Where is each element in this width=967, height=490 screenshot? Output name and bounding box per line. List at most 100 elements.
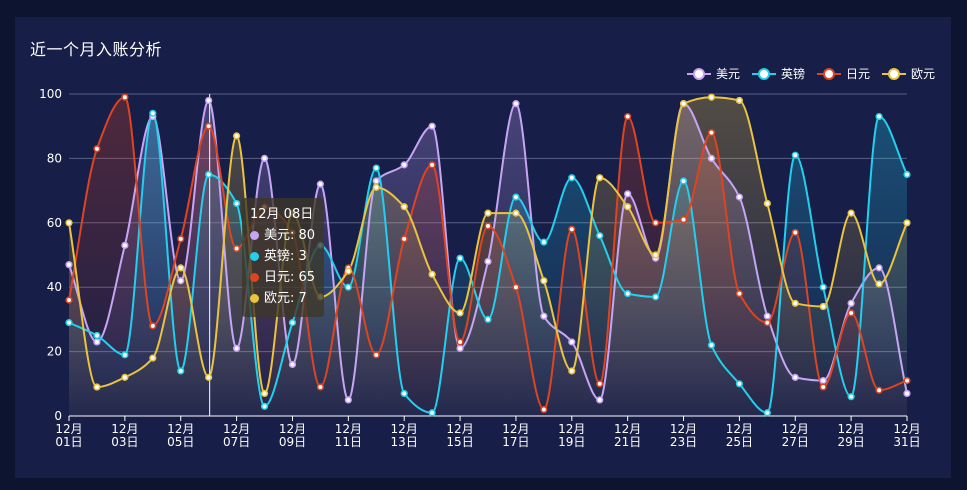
data-point — [93, 338, 101, 346]
x-tick-label-day: 27日 — [782, 435, 809, 449]
x-tick-label-day: 29日 — [837, 435, 864, 449]
data-point — [512, 193, 520, 201]
tooltip-row-label: 英镑: 3 — [264, 249, 307, 264]
data-point — [121, 373, 129, 381]
data-point — [540, 238, 548, 246]
data-point — [177, 367, 185, 375]
tooltip-row-label: 美元: 80 — [264, 228, 316, 243]
legend-item[interactable]: 英镑 — [751, 65, 805, 82]
legend-symbol — [686, 67, 711, 80]
data-point — [568, 338, 576, 346]
tooltip-row-label: 欧元: 7 — [264, 291, 307, 306]
legend-item[interactable]: 欧元 — [881, 65, 935, 82]
data-point — [847, 393, 855, 401]
data-point — [400, 235, 408, 243]
data-point — [763, 199, 771, 208]
data-point — [540, 277, 548, 285]
x-tick-label-day: 07日 — [223, 435, 250, 449]
data-point — [65, 296, 73, 304]
legend-item[interactable]: 美元 — [686, 65, 740, 82]
data-point — [651, 219, 660, 227]
data-point — [121, 241, 129, 249]
data-point — [344, 396, 352, 404]
data-point — [819, 376, 827, 385]
legend-item[interactable]: 日元 — [816, 65, 870, 82]
x-tick-label-month: 12月 — [391, 422, 418, 436]
data-point — [260, 154, 269, 162]
data-point — [624, 203, 632, 211]
x-tick-label-month: 12月 — [893, 422, 920, 436]
tooltip-header: 12月 08日 — [250, 207, 314, 222]
tooltip-row-label: 日元: 65 — [264, 270, 316, 285]
data-point — [372, 177, 380, 185]
legend-dot — [692, 67, 705, 80]
data-point — [484, 209, 492, 217]
data-point — [484, 257, 492, 266]
x-tick-label-month: 12月 — [335, 422, 362, 436]
data-point — [847, 309, 855, 317]
y-tick-label: 20 — [47, 345, 62, 359]
data-point — [260, 389, 269, 398]
data-point — [400, 203, 408, 211]
data-point — [707, 129, 716, 137]
data-point — [428, 270, 436, 278]
y-tick-label: 60 — [47, 216, 62, 230]
data-point — [205, 170, 213, 179]
legend-dot — [757, 67, 770, 80]
data-point — [819, 383, 827, 391]
legend-symbol — [816, 67, 841, 80]
data-point — [344, 267, 352, 275]
x-tick-label-day: 09日 — [279, 435, 306, 449]
data-point — [791, 299, 799, 307]
x-tick-label-month: 12月 — [558, 422, 585, 436]
data-point — [400, 161, 408, 169]
y-tick-label: 40 — [47, 280, 62, 294]
data-point — [791, 151, 799, 159]
tooltip-row: 日元: 65 — [250, 267, 315, 288]
x-tick-label-month: 12月 — [279, 422, 306, 436]
x-tick-label-month: 12月 — [502, 422, 529, 436]
x-tick-label-day: 01日 — [55, 435, 82, 449]
tooltip-row: 欧元: 7 — [250, 288, 315, 309]
data-point — [93, 383, 101, 391]
data-point — [428, 161, 436, 169]
x-tick-label-day: 31日 — [893, 435, 920, 449]
legend-dot — [887, 67, 900, 80]
data-point — [512, 100, 520, 108]
data-point — [65, 219, 73, 227]
data-point — [903, 170, 911, 179]
data-point — [875, 386, 883, 394]
data-point — [456, 344, 464, 352]
y-tick-label: 0 — [54, 409, 62, 423]
x-tick-label-day: 25日 — [726, 435, 753, 449]
data-point — [568, 367, 576, 375]
data-point — [819, 302, 827, 311]
data-point — [875, 264, 883, 272]
data-point — [735, 290, 744, 298]
x-tick-label-day: 13日 — [391, 435, 418, 449]
data-point — [121, 351, 129, 359]
data-point — [763, 312, 771, 320]
data-point — [735, 380, 744, 388]
data-point — [707, 341, 716, 349]
data-point — [596, 396, 604, 404]
tooltip-rows: 美元: 80 英镑: 3 日元: 65 欧元: 7 — [250, 225, 315, 309]
x-tick-label-day: 05日 — [167, 435, 194, 449]
data-point — [568, 174, 576, 182]
tooltip-row: 英镑: 3 — [250, 246, 315, 267]
data-point — [847, 209, 855, 217]
x-tick-label-month: 12月 — [726, 422, 753, 436]
data-point — [428, 122, 436, 130]
data-point — [456, 309, 464, 317]
data-point — [791, 373, 799, 381]
data-point — [875, 280, 883, 288]
legend-label: 欧元 — [910, 67, 935, 81]
x-tick-label-month: 12月 — [55, 422, 82, 436]
x-tick-label-month: 12月 — [837, 422, 864, 436]
data-point — [679, 100, 688, 108]
legend-label: 日元 — [845, 67, 870, 81]
data-point — [819, 283, 827, 291]
data-point — [512, 209, 520, 217]
data-point — [149, 322, 157, 330]
